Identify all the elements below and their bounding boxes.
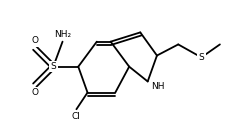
Text: O: O: [31, 88, 38, 97]
Text: NH: NH: [151, 82, 165, 91]
Text: Cl: Cl: [72, 112, 81, 121]
Text: S: S: [198, 53, 204, 62]
Text: O: O: [31, 36, 38, 45]
Text: S: S: [50, 62, 56, 71]
Text: NH₂: NH₂: [54, 30, 71, 39]
